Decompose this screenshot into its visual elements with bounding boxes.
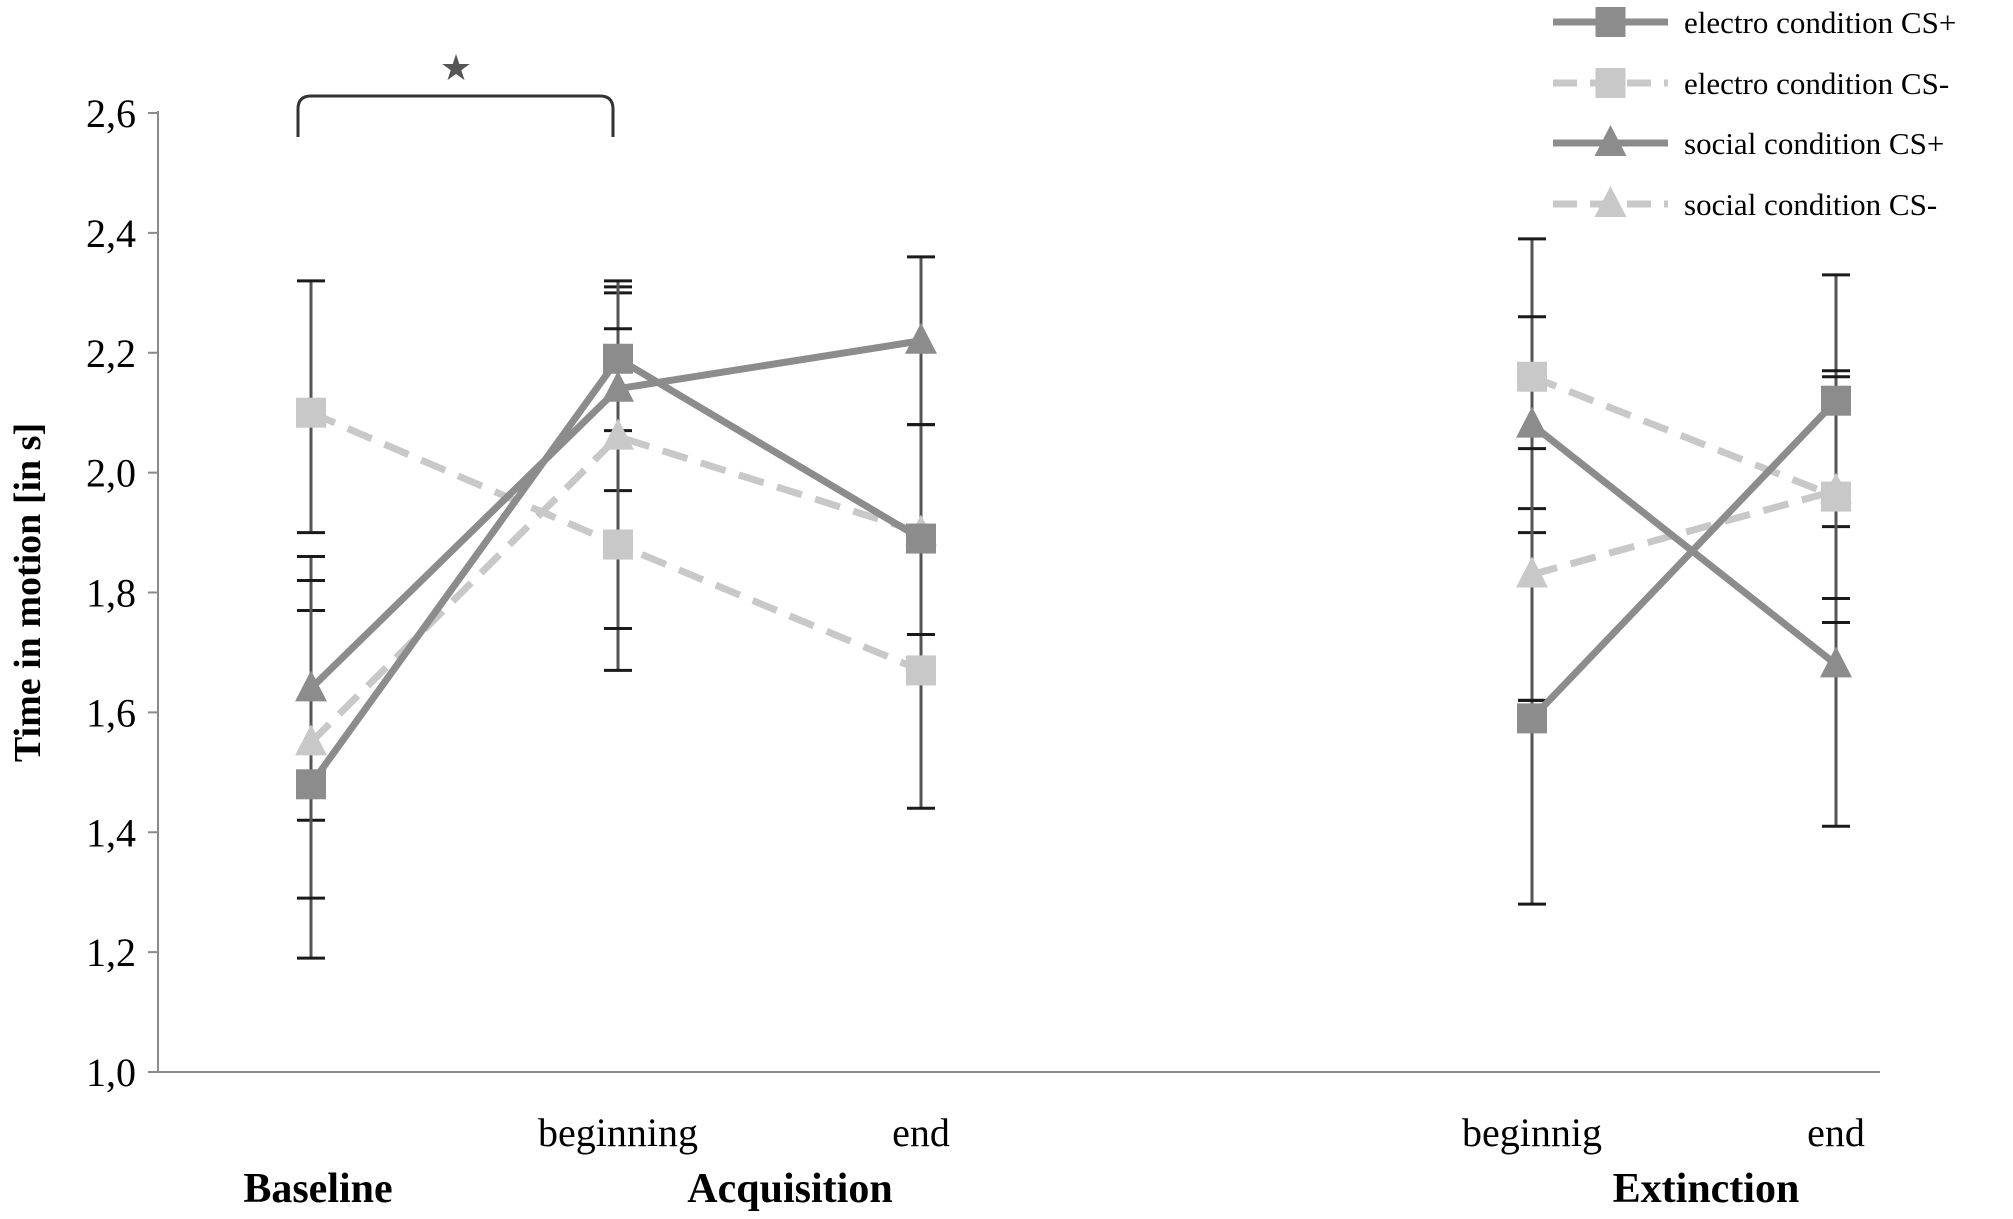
electro-condition-cs-line xyxy=(1529,398,1839,721)
x-tick-label: beginning xyxy=(538,1110,698,1155)
social-condition-cs-point xyxy=(1516,556,1548,588)
electro-condition-cs-point xyxy=(296,397,326,428)
axis-labels: 1,0 1,2 1,4 1,6 1,8 2,0 2,2 2,4 2,6 beginning end b… xyxy=(7,91,1865,1212)
group-label: Baseline xyxy=(243,1166,392,1212)
electro-condition-cs-line xyxy=(1530,373,1838,500)
social-condition-cs-line xyxy=(1531,487,1837,578)
social-condition-cs-point xyxy=(1820,646,1852,678)
y-axis-title: Time in motion [in s] xyxy=(7,423,49,762)
significance-star-icon: ★ xyxy=(440,48,472,89)
y-tick-label: 1,0 xyxy=(86,1050,136,1095)
legend-label-electro-condition-cs: electro condition CS- xyxy=(1684,66,1949,101)
significance-bracket-line xyxy=(296,94,615,137)
social-condition-cs-point xyxy=(602,418,634,450)
x-tick-label: beginnig xyxy=(1462,1110,1602,1155)
legend-marker-social-condition-cs xyxy=(1594,125,1627,156)
electro-condition-cs-point xyxy=(1517,703,1547,734)
error-bars xyxy=(297,237,1850,960)
electro-condition-cs-point xyxy=(603,529,633,560)
legend: electro condition CS+ electro condition C… xyxy=(1553,5,1956,222)
x-tick-label: end xyxy=(892,1110,950,1155)
social-condition-cs-line xyxy=(1529,421,1839,668)
electro-condition-cs-point xyxy=(296,769,326,800)
group-label: Acquisition xyxy=(687,1166,892,1212)
legend-label-electro-condition-cs: electro condition CS+ xyxy=(1684,5,1956,40)
social-condition-cs-point xyxy=(905,322,937,354)
y-tick-label: 1,2 xyxy=(86,930,136,975)
series-lines xyxy=(308,337,1839,787)
y-tick-label: 1,6 xyxy=(86,690,136,735)
group-label: Extinction xyxy=(1613,1166,1800,1212)
social-condition-cs-point xyxy=(602,370,634,402)
legend-label-social-condition-cs: social condition CS- xyxy=(1684,187,1937,222)
electro-condition-cs-point xyxy=(1517,361,1547,392)
social-condition-cs-point xyxy=(295,670,327,702)
axes xyxy=(148,111,1880,1073)
y-tick-label: 1,8 xyxy=(86,571,136,616)
legend-marker-electro-condition-cs xyxy=(1595,7,1626,37)
y-tick-label: 2,2 xyxy=(86,331,136,376)
electro-condition-cs-point xyxy=(1821,385,1851,416)
y-tick-label: 2,0 xyxy=(86,451,136,496)
electro-condition-cs-point xyxy=(906,523,936,554)
y-tick-label: 2,4 xyxy=(86,211,136,256)
y-tick-label: 1,4 xyxy=(86,810,136,855)
electro-condition-cs-point xyxy=(906,655,936,686)
social-condition-cs-point xyxy=(295,724,327,756)
series-markers xyxy=(295,322,1852,800)
social-condition-cs-point xyxy=(1516,406,1548,438)
y-tick-label: 2,6 xyxy=(86,91,136,136)
electro-condition-cs-point xyxy=(603,343,633,374)
x-tick-label: end xyxy=(1807,1110,1865,1155)
social-condition-cs-point xyxy=(1820,472,1852,504)
legend-marker-social-condition-cs xyxy=(1594,186,1627,217)
significance-bracket: ★ xyxy=(296,48,615,137)
legend-marker-electro-condition-cs xyxy=(1595,68,1626,98)
legend-label-social-condition-cs: social condition CS+ xyxy=(1684,126,1944,161)
